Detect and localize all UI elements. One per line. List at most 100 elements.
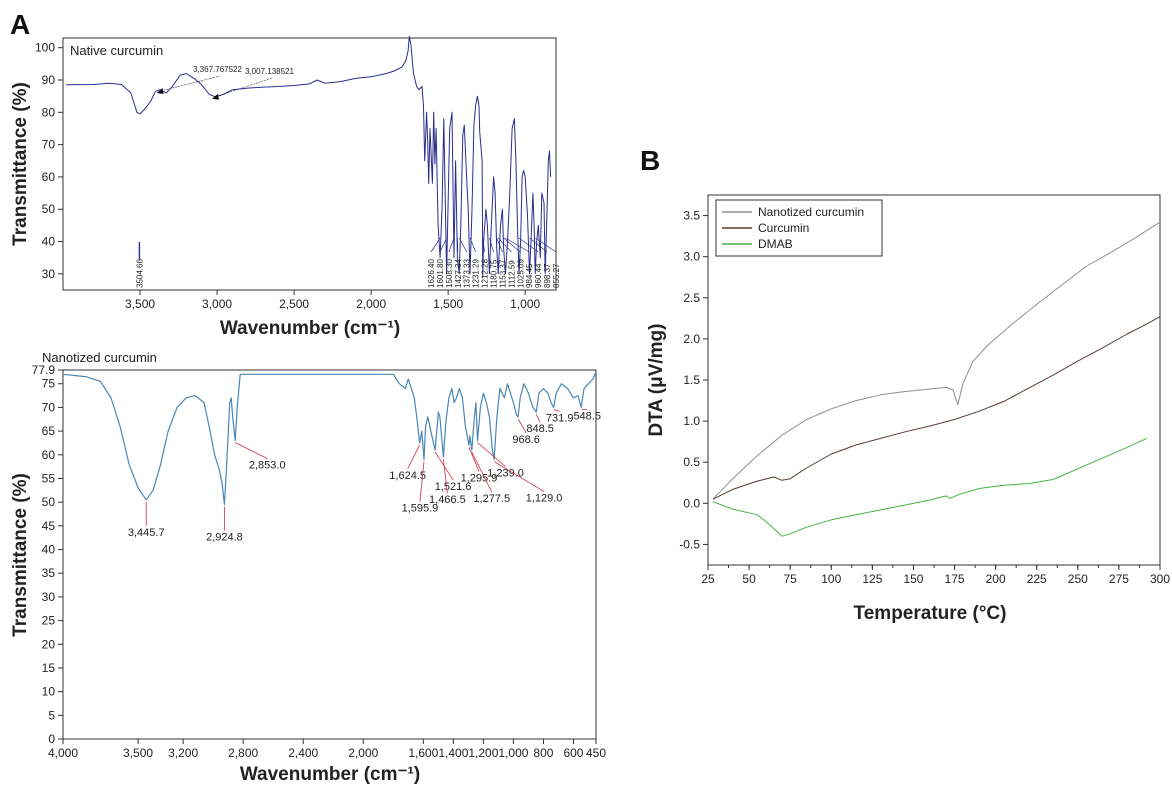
y-tick-label: 60	[42, 170, 56, 184]
peak-annotation: 1,277.5	[473, 493, 510, 505]
peak-leader-line	[503, 237, 521, 253]
peak-annotation: 1,129.0	[526, 493, 563, 505]
ftir-native-yaxis: 30 40 50 60 70 80 90 100	[35, 41, 63, 281]
x-tick-label: 4,000	[48, 746, 78, 760]
peak-leader-line	[468, 447, 480, 472]
x-tick-label: 1,500	[433, 297, 463, 311]
peak-leader-line	[419, 461, 425, 502]
ftir-native-xaxis: 3,500 3,000 2,500 2,000 1,500 1,000	[125, 290, 541, 311]
peak-label: 1153.37	[498, 259, 507, 288]
x-tick-label: 800	[533, 746, 553, 760]
dta-legend: Nanotized curcumin Curcumin DMAB	[715, 199, 883, 257]
y-tick-label: 75	[42, 377, 56, 391]
dta-xlabel: Temperature (°C)	[854, 603, 1007, 624]
series-line-chart-nano	[62, 371, 597, 506]
peak-annotation: 848.5	[526, 423, 554, 435]
dta-ylabel: DTA (μV/mg)	[646, 324, 667, 437]
peak-annotation: 731.9	[546, 412, 574, 424]
peak-label: 3,007.138521	[245, 67, 294, 76]
peak-annotation: 1,521.6	[435, 481, 472, 493]
peak-annotation: 1,295.9	[461, 472, 498, 484]
y-tick-label: 0.0	[683, 496, 700, 510]
x-tick-label: 150	[903, 572, 923, 586]
x-tick-label: 3,500	[123, 746, 153, 760]
peak-leader-line	[505, 237, 530, 253]
panel-label-a: A	[10, 9, 30, 40]
peak-annotation: 968.6	[512, 434, 540, 446]
peak-leader-line	[469, 237, 476, 253]
y-tick-label: 50	[42, 202, 56, 216]
x-tick-label: 1,200	[468, 746, 498, 760]
y-tick-label: 100	[35, 41, 55, 55]
peak-label: 855.27	[552, 263, 561, 288]
peak-label: 1508.30	[445, 259, 454, 288]
legend-label: DMAB	[758, 237, 793, 251]
peak-annotation: 3,445.7	[128, 527, 165, 539]
ftir-nanotized-ylabel: Transmittance (%)	[10, 473, 31, 637]
peak-label: 1112.59	[507, 260, 516, 288]
y-tick-label: 10	[42, 685, 56, 699]
y-tick-label: 77.9	[32, 363, 56, 377]
y-tick-label: 25	[42, 614, 56, 628]
ftir-native-plot	[66, 35, 552, 278]
ftir-native-xlabel: Wavenumber (cm⁻¹)	[220, 318, 400, 339]
dta-chart: -0.5 0.0 0.5 1.0 1.5 2.0 2.5 3.0 3.5 25 50 75 100 12…	[646, 194, 1170, 624]
peak-annotation: 2,924.8	[206, 532, 243, 544]
x-tick-label: 250	[1068, 572, 1088, 586]
peak-annotation: 1,595.9	[402, 503, 439, 515]
ftir-nanotized-title: Nanotized curcumin	[42, 350, 157, 365]
y-tick-label: 2.0	[683, 332, 700, 346]
peak-arrow	[211, 93, 219, 100]
dta-plot	[712, 221, 1161, 537]
y-tick-label: 60	[42, 448, 56, 462]
y-tick-label: 30	[42, 590, 56, 604]
series-line-dmab	[712, 437, 1148, 537]
peak-leader-line	[482, 237, 485, 253]
legend-label: Curcumin	[758, 221, 809, 235]
peak-leader-line	[430, 237, 441, 253]
peak-arrow	[156, 87, 164, 94]
series-line-curcumin	[712, 316, 1161, 500]
x-tick-label: 600	[563, 746, 583, 760]
x-tick-label: 100	[821, 572, 841, 586]
y-tick-label: 0	[48, 732, 55, 746]
y-tick-label: 45	[42, 519, 56, 533]
y-tick-label: 20	[42, 637, 56, 651]
x-tick-label: 200	[986, 572, 1006, 586]
peak-leader-line	[496, 237, 503, 253]
peak-leader-line	[471, 451, 493, 493]
y-tick-label: 2.5	[683, 291, 700, 305]
x-tick-label: 25	[701, 572, 715, 586]
x-tick-label: 3,200	[168, 746, 198, 760]
peak-leader-line	[493, 461, 545, 492]
ftir-native-plot-frame	[62, 37, 557, 291]
x-tick-label: 1,000	[510, 297, 540, 311]
y-tick-label: 65	[42, 424, 56, 438]
panel-label-b: B	[640, 145, 660, 176]
x-tick-label: 75	[784, 572, 798, 586]
y-tick-label: 1.0	[683, 414, 700, 428]
x-tick-label: 1,400	[438, 746, 468, 760]
peak-leader-line	[448, 237, 455, 253]
peak-leader-line	[517, 418, 527, 434]
peak-leader-line	[553, 408, 560, 412]
ftir-native-title: Native curcumin	[70, 43, 163, 58]
y-tick-label: 35	[42, 566, 56, 580]
ftir-nanotized-xlabel: Wavenumber (cm⁻¹)	[240, 764, 420, 785]
peak-leader-line	[235, 442, 268, 459]
peak-leader-line	[535, 237, 557, 253]
legend-label: Nanotized curcumin	[758, 205, 864, 219]
peak-leader-line	[442, 459, 448, 494]
x-tick-label: 3,500	[125, 297, 155, 311]
x-tick-label: 50	[742, 572, 756, 586]
y-tick-label: 3.0	[683, 250, 700, 264]
peak-annotation: 1,239.0	[487, 468, 524, 480]
peak-label: 1373.33	[463, 259, 472, 288]
y-tick-label: 0.5	[683, 455, 700, 469]
peak-leader-line	[489, 237, 494, 253]
ftir-nanotized-xaxis: 4,000 3,500 3,200 2,800 2,400 2,000 1,600 1,400…	[48, 739, 606, 760]
x-tick-label: 2,000	[348, 746, 378, 760]
